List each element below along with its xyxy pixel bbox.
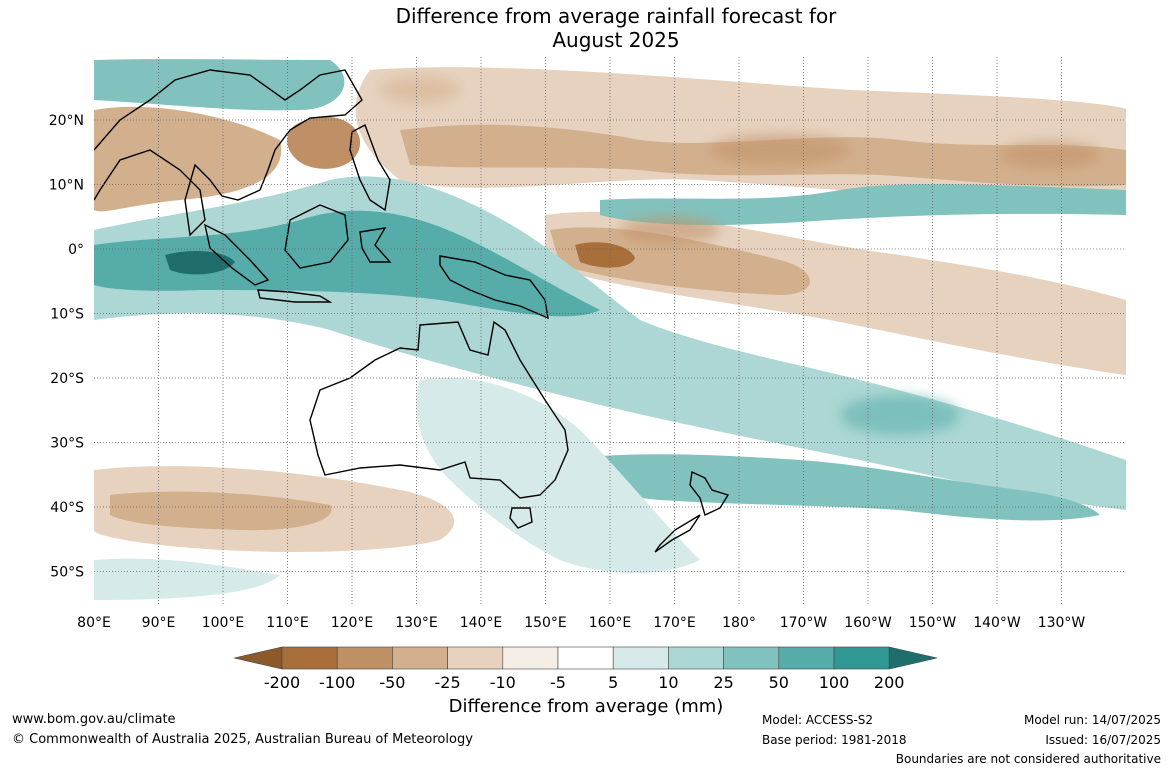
coastlines — [94, 69, 730, 553]
longitude-label: 170°W — [780, 615, 828, 631]
colorbar-tick-label: 5 — [608, 673, 618, 692]
colorbar-segment — [557, 646, 614, 670]
longitude-label: 130°W — [1038, 615, 1086, 631]
colorbar-segment — [668, 646, 724, 670]
latitude-label: 20°N — [49, 113, 84, 129]
longitude-label: 170°E — [653, 615, 696, 631]
wet-core-maritime-continent — [94, 210, 600, 317]
sumatra-outline — [204, 223, 270, 286]
longitude-label: 110°E — [266, 615, 309, 631]
longitude-label: 130°E — [395, 615, 438, 631]
sulawesi-outline — [359, 227, 392, 263]
colorbar-tick-label: -50 — [379, 673, 405, 692]
texture-overlay — [380, 76, 1100, 435]
colorbar-segment — [612, 646, 669, 670]
map-panel — [94, 57, 1126, 605]
latitude-label: 40°S — [50, 500, 84, 516]
colorbar-tick-label: 50 — [769, 673, 789, 692]
latitude-label: 10°N — [49, 178, 84, 194]
copyright-text: © Commonwealth of Australia 2025, Austra… — [12, 732, 473, 747]
colorbar-segment — [778, 646, 835, 670]
wet-band-tasman — [416, 377, 700, 574]
title-line-2: August 2025 — [552, 28, 680, 52]
dry-core-southern-ocean-west — [110, 491, 332, 531]
base-period: Base period: 1981-2018 — [762, 733, 907, 747]
longitude-label: 120°E — [331, 615, 374, 631]
new-zealand-south-outline — [654, 514, 701, 553]
dry-peak-equatorial-pacific — [575, 242, 635, 268]
longitude-label: 150°E — [524, 615, 567, 631]
colorbar-segment — [447, 646, 504, 670]
latitude-label: 50°S — [50, 565, 84, 581]
colorbar-segment — [392, 646, 448, 670]
colorbar-tick-label: -25 — [435, 673, 461, 692]
tasmania-outline — [509, 507, 533, 529]
dry-core-philippines — [287, 116, 361, 169]
chart-title: Difference from average rainfall forecas… — [0, 4, 1173, 52]
latitude-label: 30°S — [50, 436, 84, 452]
colorbar-tick-label: 100 — [819, 673, 850, 692]
issued-date: Issued: 16/07/2025 — [1045, 733, 1161, 747]
model-name: Model: ACCESS-S2 — [762, 713, 874, 727]
dry-core-equatorial-pacific — [550, 227, 810, 295]
longitude-label: 140°E — [460, 615, 503, 631]
colorbar-extend-low — [233, 646, 283, 670]
latitude-label: 20°S — [50, 371, 84, 387]
longitude-label: 160°W — [844, 615, 892, 631]
wet-peak-indian-ocean — [165, 250, 235, 275]
wet-patch-south-west — [94, 558, 280, 600]
wet-band-south-pacific — [560, 454, 1100, 521]
colorbar-title: Difference from average (mm) — [448, 696, 724, 717]
model-run-date: Model run: 14/07/2025 — [1023, 713, 1161, 727]
dry-band-indochina — [94, 106, 282, 212]
colorbar-tick-label: -10 — [490, 673, 516, 692]
colorbar-tick-label: -200 — [264, 673, 300, 692]
longitude-labels: 80°E 90°E 100°E 110°E 120°E 130°E 140°E 150°E 16… — [77, 615, 1085, 631]
latitude-label: 0° — [68, 242, 84, 258]
colorbar-segment — [502, 646, 559, 670]
longitude-label: 100°E — [202, 615, 245, 631]
boundaries-disclaimer: Boundaries are not considered authoritat… — [895, 752, 1161, 766]
colorbar-tick-label: 25 — [713, 673, 733, 692]
longitude-label: 90°E — [142, 615, 176, 631]
australia-outline — [309, 320, 569, 499]
colorbar-segment — [833, 646, 890, 670]
new-guinea-outline — [439, 255, 549, 320]
mainland-asia-outline — [94, 69, 363, 237]
longitude-label: 140°W — [973, 615, 1021, 631]
colorbar-tick-label: 200 — [874, 673, 905, 692]
colorbar-extend-high — [888, 646, 938, 670]
latitude-labels: 20°N 10°N 0° 10°S 20°S 30°S 40°S 50°S — [49, 113, 84, 581]
longitude-label: 150°W — [909, 615, 957, 631]
longitude-label: 160°E — [589, 615, 632, 631]
latitude-label: 10°S — [50, 307, 84, 323]
colorbar-segment — [281, 646, 338, 670]
anomaly-field — [94, 57, 1126, 605]
colorbar-tick-label: -100 — [319, 673, 355, 692]
philippines-outline — [349, 124, 391, 212]
title-line-1: Difference from average rainfall forecas… — [395, 4, 837, 28]
colorbar-segment — [336, 646, 393, 670]
wet-band-north-pacific — [600, 184, 1126, 226]
colorbar-segment — [723, 646, 780, 670]
bom-website-link[interactable]: www.bom.gov.au/climate — [12, 712, 176, 727]
new-zealand-north-outline — [689, 470, 730, 516]
longitude-label: 80°E — [77, 615, 111, 631]
java-outline — [257, 289, 333, 303]
longitude-label: 180° — [722, 615, 756, 631]
graticule — [94, 57, 1126, 605]
colorbar-tick-label: 10 — [658, 673, 678, 692]
colorbar-tick-label: -5 — [550, 673, 566, 692]
colorbar: -200 -100 -50 -25 -10 -5 5 10 25 50 100 200 — [233, 646, 938, 692]
